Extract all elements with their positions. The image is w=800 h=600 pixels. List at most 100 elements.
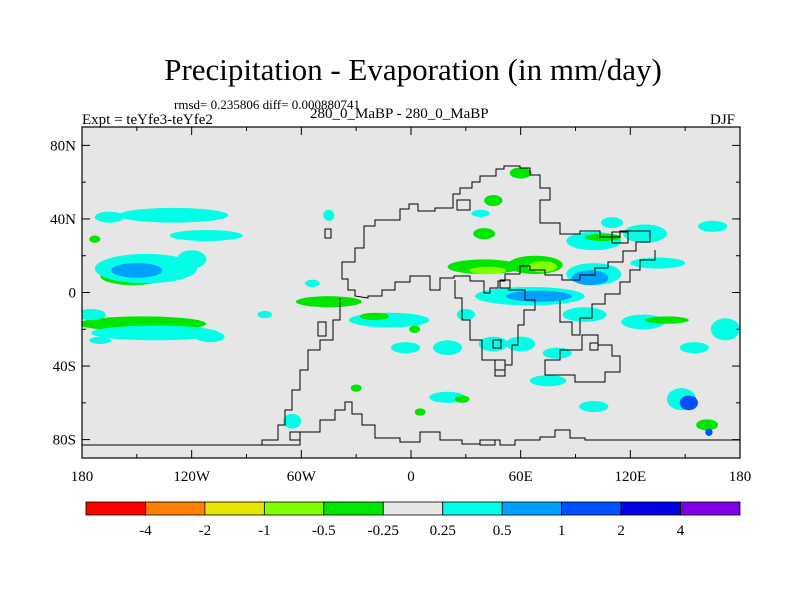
colorbar-label: -1 (258, 523, 271, 539)
coastline-island-9 (289, 431, 301, 441)
run-comparison-label: 280_0_MaBP - 280_0_MaBP (310, 106, 489, 122)
coastline-island-6 (479, 439, 496, 446)
colorbar-label: 1 (558, 523, 566, 539)
plot-background (82, 127, 740, 458)
field-region-59 (456, 309, 475, 321)
coastline-antarctica (262, 401, 740, 446)
field-region-21 (283, 413, 302, 429)
field-region-40 (679, 342, 709, 354)
field-region-56 (696, 419, 719, 431)
field-region-11 (195, 331, 225, 343)
field-region-7 (89, 235, 101, 243)
lon-tick-label: 180 (729, 469, 752, 485)
colorbar-swatch-5 (382, 501, 444, 516)
field-region-16 (323, 209, 335, 221)
colorbar-swatch-0 (85, 501, 146, 516)
plot-title: Precipitation - Evaporation (in mm/day) (164, 52, 662, 87)
field-region-25 (469, 266, 507, 275)
lon-tick-label: 60W (287, 469, 317, 485)
coastline-northern-continents (341, 165, 651, 299)
field-region-12 (89, 336, 112, 344)
field-region-15 (304, 279, 320, 287)
colorbar-swatch-8 (561, 501, 622, 516)
experiment-label: Expt = teYfe3-teYfe2 (82, 112, 213, 128)
coastline-greenland (456, 199, 471, 211)
coastline-island-1 (317, 321, 327, 337)
field-region-33 (506, 336, 536, 352)
coastline-island-4 (611, 231, 629, 244)
lon-tick-label: 180 (71, 469, 94, 485)
field-region-9 (91, 325, 220, 341)
colorbar-swatch-3 (263, 501, 325, 516)
field-region-18 (359, 312, 390, 321)
colorbar-swatch-10 (680, 501, 741, 516)
colorbar-label: 0.5 (493, 523, 512, 539)
coastline-island-3 (589, 342, 599, 351)
colorbar-label: -0.5 (312, 523, 336, 539)
field-region-29 (506, 290, 572, 302)
field-region-6 (94, 211, 125, 223)
field-region-23 (414, 408, 426, 416)
field-region-3 (177, 250, 207, 269)
colorbar-label: 4 (677, 523, 685, 539)
field-region-27 (527, 261, 558, 273)
field-region-46 (484, 195, 503, 207)
colorbar: -4 -2 -1 -0.5 -0.25 0.25 0.5 1 2 4 (85, 501, 741, 539)
lon-tick-label: 120W (173, 469, 211, 485)
axis-ticks: 80N 40N 0 40S 80S 180 120W 60W 0 60E 120E 180 (50, 127, 751, 485)
colorbar-swatch-4 (323, 501, 384, 516)
field-region-4 (118, 207, 229, 223)
field-region-22 (350, 384, 362, 392)
field-region-47 (471, 209, 490, 218)
field-region-39 (710, 318, 740, 341)
colorbar-label: 0.25 (430, 523, 456, 539)
colorbar-label: -4 (139, 523, 152, 539)
field-region-48 (473, 228, 496, 240)
colorbar-swatch-1 (145, 501, 206, 516)
lon-tick-label: 120E (614, 469, 646, 485)
colorbar-label: 2 (617, 523, 625, 539)
lat-tick-label: 0 (69, 286, 77, 302)
colorbar-swatch-2 (204, 501, 265, 516)
lat-tick-label: 40N (50, 212, 76, 228)
colorbar-swatch-6 (442, 501, 503, 516)
coastline-australia (544, 334, 621, 383)
field-region-13 (295, 296, 362, 308)
field-region-43 (623, 224, 667, 243)
coastline-island-8 (494, 359, 506, 371)
coastline-asia-east (559, 250, 656, 336)
statistics-label: rmsd= 0.235806 diff= 0.000880741 (174, 97, 360, 112)
field-region-58 (579, 400, 609, 413)
field-region-38 (644, 316, 689, 324)
lat-tick-label: 40S (53, 359, 76, 375)
field-region-20 (409, 325, 421, 333)
field-region-19 (390, 342, 421, 354)
field-region-44 (630, 257, 686, 269)
field-region-51 (529, 375, 567, 387)
field-region-55 (679, 395, 698, 411)
field-region-32 (562, 307, 607, 322)
field-region-5 (169, 229, 243, 242)
field-region-36 (432, 340, 463, 356)
field-region-2 (111, 263, 163, 278)
field-region-14 (257, 310, 273, 319)
lon-tick-label: 60E (509, 469, 533, 485)
colorbar-label: -2 (199, 523, 212, 539)
field-region-31 (571, 270, 609, 286)
colorbar-swatch-9 (620, 501, 681, 516)
field-region-49 (601, 217, 624, 229)
coastline-southern-continents (82, 298, 341, 446)
field-region-57 (705, 428, 713, 436)
lat-tick-label: 80N (50, 138, 76, 154)
field-region-10 (82, 309, 106, 321)
lon-tick-label: 0 (407, 469, 415, 485)
coastline-island-7 (492, 339, 502, 349)
lat-tick-label: 80S (53, 433, 76, 449)
coastline-island-5 (499, 279, 511, 289)
field-region-53 (454, 395, 470, 403)
field-region-45 (509, 167, 532, 179)
colorbar-swatch-7 (501, 501, 563, 516)
coastline-layer (82, 165, 740, 446)
field-region-17 (348, 312, 430, 328)
